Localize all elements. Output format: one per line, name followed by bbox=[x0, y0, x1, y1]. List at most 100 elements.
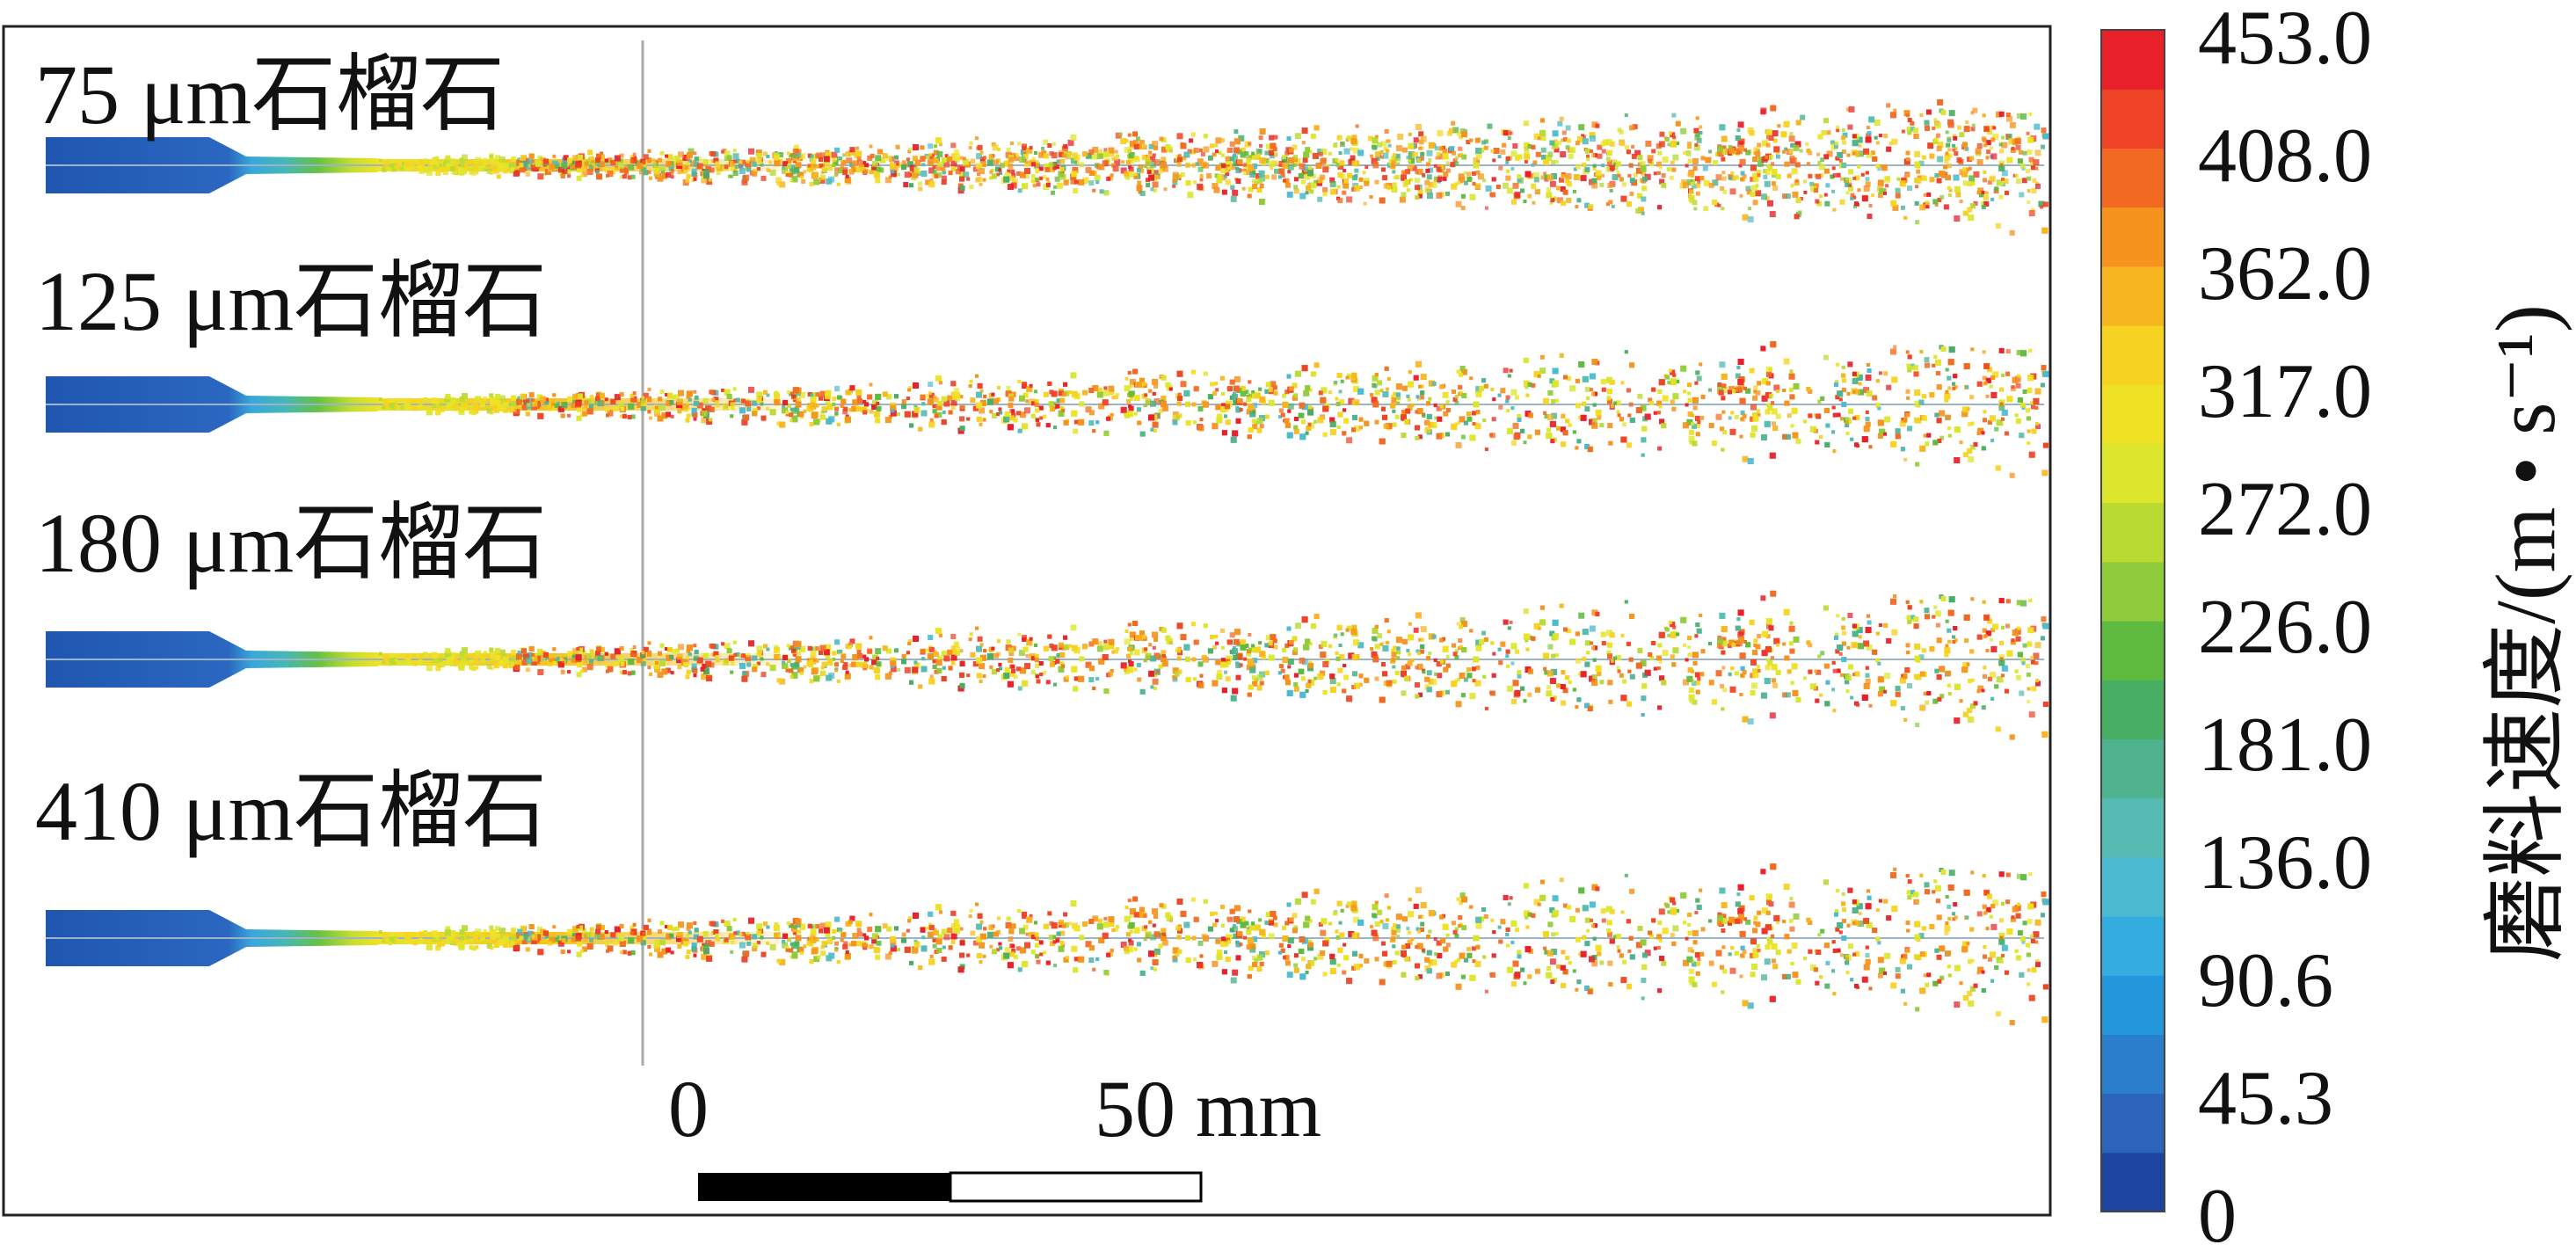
particle bbox=[1340, 142, 1344, 145]
particle bbox=[979, 407, 986, 414]
particle bbox=[954, 153, 960, 160]
particle bbox=[1771, 162, 1775, 166]
particle bbox=[1032, 184, 1037, 188]
particle bbox=[1607, 423, 1613, 428]
particle bbox=[1719, 361, 1726, 368]
particle bbox=[959, 416, 964, 422]
particle bbox=[1921, 175, 1927, 181]
particle bbox=[1634, 149, 1641, 156]
particle bbox=[1554, 139, 1558, 143]
particle bbox=[1856, 136, 1863, 143]
particle bbox=[595, 392, 601, 398]
particle bbox=[929, 418, 934, 422]
particle bbox=[1721, 207, 1725, 211]
particle bbox=[682, 154, 689, 161]
particle bbox=[1272, 385, 1277, 390]
particle bbox=[832, 163, 836, 167]
particle bbox=[696, 163, 703, 170]
particle bbox=[677, 170, 682, 174]
particle bbox=[1962, 167, 1969, 174]
particle bbox=[906, 397, 910, 400]
particle bbox=[640, 161, 647, 168]
particle bbox=[1232, 394, 1239, 401]
particle bbox=[1420, 384, 1424, 389]
particle bbox=[1369, 195, 1373, 199]
particle bbox=[1670, 132, 1676, 138]
particle bbox=[571, 164, 576, 169]
particle bbox=[941, 419, 947, 426]
particle bbox=[1452, 397, 1458, 402]
particle bbox=[1631, 144, 1635, 149]
particle bbox=[976, 153, 983, 160]
particle bbox=[1850, 193, 1855, 198]
particle bbox=[586, 169, 593, 175]
particle bbox=[1268, 160, 1275, 167]
particle bbox=[1293, 428, 1299, 434]
particle bbox=[1752, 172, 1758, 178]
particle bbox=[810, 154, 814, 158]
particle bbox=[1460, 434, 1466, 440]
particle bbox=[1769, 155, 1773, 160]
particle bbox=[528, 153, 535, 159]
particle bbox=[1355, 124, 1359, 128]
particle bbox=[423, 397, 428, 402]
particle bbox=[1387, 143, 1392, 148]
particle bbox=[1688, 189, 1694, 195]
particle bbox=[1740, 410, 1745, 415]
particle bbox=[1875, 379, 1880, 383]
particle bbox=[1578, 176, 1583, 180]
particle bbox=[1510, 389, 1517, 396]
particle bbox=[1017, 142, 1022, 146]
particle bbox=[1448, 127, 1454, 134]
particle bbox=[475, 156, 482, 164]
particle bbox=[1641, 437, 1647, 443]
particle bbox=[1025, 160, 1030, 164]
particle bbox=[1967, 448, 1973, 454]
particle bbox=[1009, 175, 1015, 181]
particle bbox=[382, 168, 387, 172]
particle bbox=[1457, 421, 1461, 425]
particle bbox=[1439, 165, 1444, 170]
particle bbox=[1034, 403, 1039, 407]
particle bbox=[686, 162, 689, 166]
particle bbox=[826, 404, 833, 411]
particle bbox=[445, 155, 451, 161]
particle bbox=[1945, 368, 1949, 372]
particle bbox=[1809, 186, 1816, 193]
particle bbox=[955, 156, 960, 163]
particle bbox=[799, 175, 804, 179]
particle bbox=[1381, 167, 1386, 172]
particle bbox=[810, 403, 817, 410]
particle bbox=[1426, 162, 1430, 167]
particle bbox=[1092, 146, 1099, 153]
particle bbox=[944, 154, 949, 158]
particle bbox=[1626, 201, 1632, 207]
particle bbox=[997, 386, 1001, 389]
particle bbox=[869, 170, 874, 175]
particle bbox=[934, 144, 938, 149]
particle bbox=[1753, 147, 1758, 152]
particle bbox=[1377, 380, 1383, 386]
particle bbox=[1124, 147, 1131, 153]
particle bbox=[941, 166, 946, 171]
particle bbox=[1195, 162, 1199, 166]
particle bbox=[1947, 186, 1952, 190]
particle bbox=[794, 406, 800, 412]
particle bbox=[1658, 379, 1665, 386]
particle bbox=[1088, 180, 1095, 186]
particle bbox=[790, 168, 794, 172]
particle bbox=[459, 397, 465, 403]
particle bbox=[1073, 179, 1079, 185]
particle bbox=[1982, 350, 1986, 354]
particle bbox=[1139, 377, 1145, 383]
particle bbox=[2001, 170, 2008, 177]
particle bbox=[935, 375, 942, 382]
particle bbox=[2001, 374, 2005, 377]
particle bbox=[1191, 402, 1197, 407]
particle bbox=[1546, 414, 1554, 420]
particle bbox=[1247, 193, 1252, 199]
particle bbox=[1910, 120, 1915, 126]
particle bbox=[486, 169, 492, 174]
particle bbox=[1578, 416, 1583, 420]
particle bbox=[1306, 185, 1312, 191]
